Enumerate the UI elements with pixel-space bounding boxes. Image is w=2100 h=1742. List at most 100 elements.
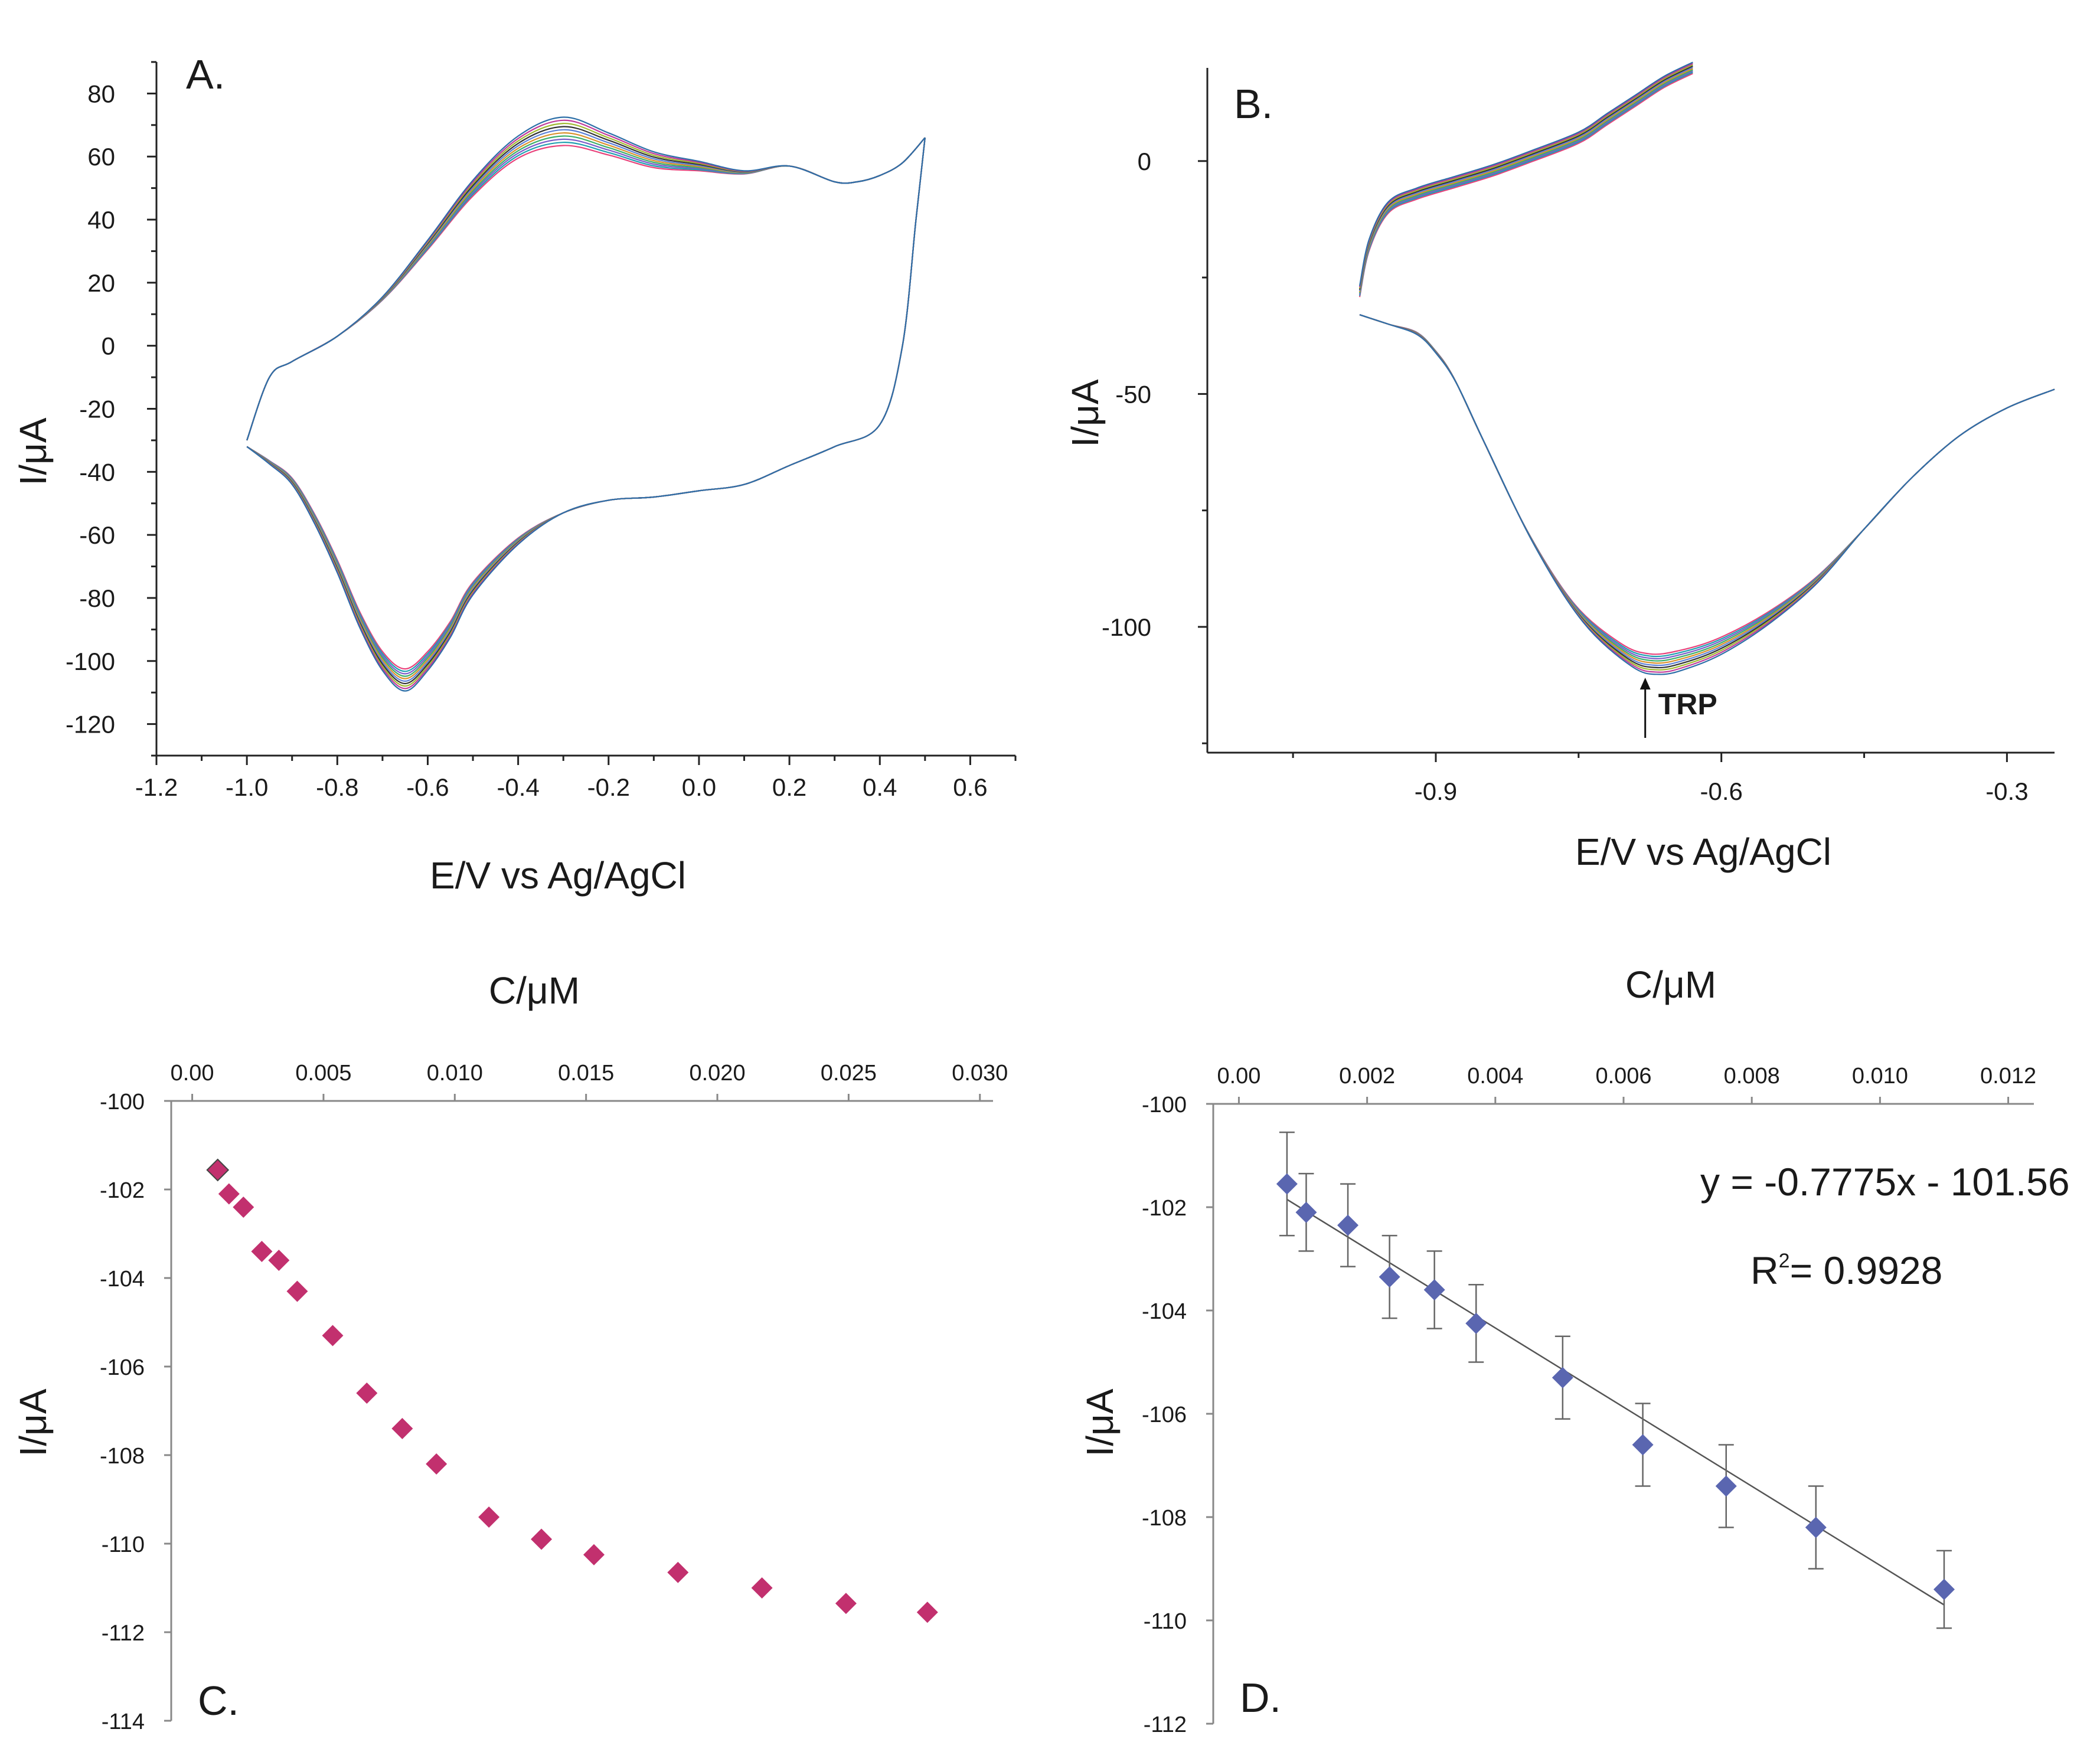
panel-d-x-tick-label: 0.006 [1595,1064,1651,1089]
panel-c-y-tick-label: -104 [100,1267,145,1292]
panel-a-cv-anodic-trace [246,132,926,441]
panel-a-y-tick-label: -40 [79,458,115,486]
panel-c-y-tick-label: -112 [102,1621,145,1646]
panel-a-y-tick-label: 0 [102,332,115,360]
panel-d-x-tick-label: 0.008 [1724,1064,1780,1089]
panel-a-x-tick-label: 0.4 [863,773,897,801]
panel-c-chart: C. C/μM I/μA 0.00 0.005 0.010 0.015 0.020 0.0… [12,969,1008,1734]
panel-d-y-axis-label: I/μA [1079,1388,1121,1456]
panel-a-y-tick-label: -60 [79,521,115,549]
panel-d-y-tick-label: -112 [1144,1712,1187,1737]
panel-a-cv-cathodic-trace [246,138,926,687]
panel-b-dpv-lower-trace [1359,314,2055,673]
panel-b-y-tick-label: -100 [1102,613,1151,641]
panel-c-x-tick-label: 0.020 [689,1061,745,1086]
panel-a-x-tick-label: -0.2 [587,773,630,801]
panel-b-dpv-upper-trace [1358,71,1693,296]
panel-b-dpv-lower-trace [1359,314,2055,671]
panel-d-data-point [1423,1279,1445,1300]
fit-r-squared: R2= 0.9928 [1750,1249,1942,1292]
panel-b-dpv-lower-trace [1359,314,2055,658]
panel-b-dpv-upper-trace [1358,73,1693,298]
panel-a-cv-anodic-trace [246,116,926,441]
panel-c-data-point [391,1418,413,1439]
panel-c-y-tick-label: -102 [100,1178,145,1203]
panel-d-label: D. [1240,1675,1281,1721]
panel-c-label: C. [198,1678,239,1724]
panel-a-cv-anodic-trace [246,137,926,441]
panel-a-cv-anodic-trace [246,137,926,441]
panel-b-y-tick-label: -50 [1115,380,1151,408]
panel-c-y-tick-label: -108 [100,1444,145,1469]
panel-d-x-axis-label: C/μM [1625,963,1716,1006]
panel-b-dpv-lower-trace [1359,314,2055,664]
panel-c-data-point [206,1158,230,1182]
fit-equation: y = -0.7775x - 101.56 [1700,1160,2070,1204]
panel-c-data-point [251,1241,273,1262]
panel-c-x-axis-label: C/μM [489,969,580,1012]
panel-d-y-tick-label: -108 [1142,1506,1187,1531]
panel-b-dpv-lower-trace [1359,314,2055,655]
panel-c-x-tick-label: 0.025 [821,1061,877,1086]
panel-a-y-tick-label: -20 [79,396,115,423]
panel-a-cv-cathodic-trace [246,138,926,689]
panel-c-x-tick-label: 0.030 [952,1061,1008,1086]
panel-d-data-point [1805,1517,1827,1538]
panel-b-chart: B. E/V vs Ag/AgCl I/μA -0.9 -0.6 -0.3 0 -50 -… [1064,61,2055,873]
panel-c-data-point [835,1593,857,1614]
panel-a-x-tick-label: -0.6 [406,773,449,801]
panel-c-data-point [916,1602,938,1623]
panel-c-y-tick-label: -100 [100,1090,145,1115]
panel-b-dpv-lower-trace [1359,314,2055,669]
panel-c-data-point [426,1453,448,1475]
panel-c-y-axis-label: I/μA [12,1388,54,1456]
panel-b-dpv-lower-trace [1359,314,2055,662]
panel-d-x-tick-label: 0.012 [1980,1064,2036,1089]
panel-d-data-point [1465,1312,1487,1334]
panel-d-data-point [1933,1578,1955,1600]
panel-a-cv-anodic-trace [246,119,926,441]
panel-b-y-axis-label: I/μA [1064,379,1106,447]
panel-a-y-tick-label: -120 [66,711,115,738]
panel-a-y-tick-label: 20 [87,269,115,297]
panel-b-dpv-upper-trace [1358,64,1693,289]
panel-d-y-tick-label: -106 [1142,1403,1187,1427]
panel-b-dpv-upper-trace [1358,69,1693,294]
panel-a-y-tick-label: 80 [87,80,115,107]
panel-a-y-tick-label: 60 [87,143,115,171]
panel-b-dpv-lower-trace [1359,314,2055,675]
panel-a-cv-anodic-trace [246,129,926,441]
panel-d-x-tick-label: 0.010 [1852,1064,1908,1089]
panel-c-data-point [322,1325,344,1346]
panel-a-chart: A. E/V vs Ag/AgCl I/μA -1.2 -1.0 -0.8 -0.6 -… [12,51,1017,897]
trp-arrow-head [1639,678,1651,689]
panel-a-label: A. [186,51,225,97]
panel-c-y-tick-label: -106 [100,1355,145,1380]
panel-b-dpv-lower-trace [1359,314,2055,659]
panel-d-data-point [1276,1173,1298,1195]
panel-c-x-tick-label: 0.015 [558,1061,614,1086]
panel-a-x-tick-label: -1.2 [135,773,178,801]
panel-b-dpv-upper-trace [1358,65,1693,290]
panel-b-x-tick-label: -0.3 [1985,777,2028,805]
panel-d-x-tick-label: 0.004 [1467,1064,1523,1089]
r2-prefix: R [1750,1249,1779,1292]
panel-a-y-tick-label: -100 [66,648,115,675]
panel-a-x-tick-label: -0.4 [497,773,539,801]
panel-c-x-tick-label: 0.00 [171,1061,214,1086]
panel-c-data-point [233,1197,254,1218]
panel-b-x-tick-label: -0.6 [1700,777,1742,805]
panel-c-data-point [268,1250,290,1271]
panel-b-dpv-upper-trace [1358,68,1693,293]
panel-d-data-point [1337,1214,1359,1236]
panel-a-x-axis-label: E/V vs Ag/AgCl [430,854,686,897]
panel-a-x-tick-label: 0.6 [953,773,987,801]
panel-a-cv-anodic-trace [246,135,926,441]
panel-b-x-axis-label: E/V vs Ag/AgCl [1575,831,1831,873]
panel-d-data-point [1552,1367,1573,1388]
panel-a-x-tick-label: 0.2 [772,773,806,801]
r2-superscript: 2 [1779,1250,1790,1272]
panel-d-y-tick-label: -102 [1142,1196,1187,1221]
panel-c-x-tick-label: 0.005 [295,1061,351,1086]
